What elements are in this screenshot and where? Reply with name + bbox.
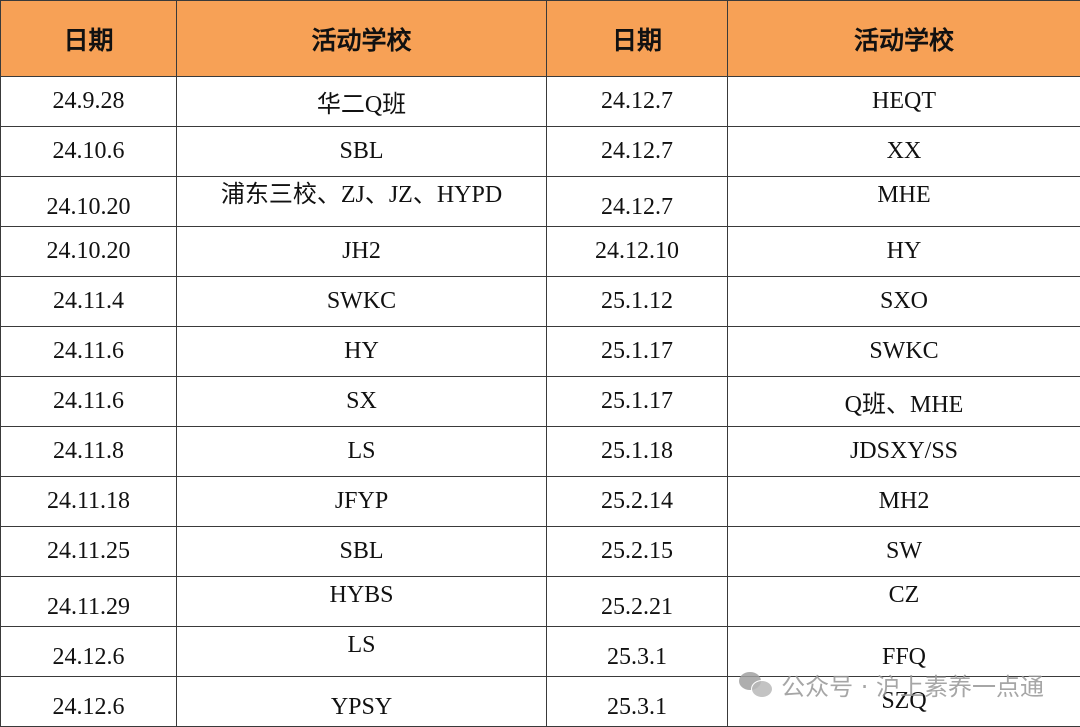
cell-school-right: MH2	[728, 477, 1080, 527]
cell-text: LS	[177, 632, 546, 658]
cell-date-left: 24.9.28	[1, 77, 177, 127]
cell-school-right: HEQT	[728, 77, 1080, 127]
cell-text: SZQ	[728, 688, 1080, 714]
cell-text: HYBS	[177, 582, 546, 608]
cell-school-right: Q班、MHE	[728, 377, 1080, 427]
cell-date-left: 24.12.6	[1, 627, 177, 677]
table-row: 24.9.28 华二Q班 24.12.7 HEQT	[1, 77, 1080, 127]
table-row: 24.11.6 HY 25.1.17 SWKC	[1, 327, 1080, 377]
cell-text: 24.12.6	[1, 644, 176, 670]
cell-date-left: 24.10.20	[1, 177, 177, 227]
cell-text: 浦东三校、ZJ、JZ、HYPD	[177, 182, 546, 208]
cell-school-right: SWKC	[728, 327, 1080, 377]
table-row: 24.12.6 LS 25.3.1 FFQ	[1, 627, 1080, 677]
table-row: 24.11.25 SBL 25.2.15 SW	[1, 527, 1080, 577]
cell-date-left: 24.11.4	[1, 277, 177, 327]
table-row: 24.10.6 SBL 24.12.7 XX	[1, 127, 1080, 177]
cell-school-left: SWKC	[177, 277, 547, 327]
cell-date-left: 24.11.6	[1, 377, 177, 427]
header-school-1: 活动学校	[177, 1, 547, 77]
table-row: 24.11.4 SWKC 25.1.12 SXO	[1, 277, 1080, 327]
cell-school-right: FFQ	[728, 627, 1080, 677]
cell-date-left: 24.11.18	[1, 477, 177, 527]
cell-date-right: 25.3.1	[547, 677, 728, 727]
table-row: 24.10.20 浦东三校、ZJ、JZ、HYPD 24.12.7 MHE	[1, 177, 1080, 227]
cell-text: 25.3.1	[547, 694, 727, 720]
cell-school-left: SX	[177, 377, 547, 427]
cell-school-right: JDSXY/SS	[728, 427, 1080, 477]
cell-school-right: XX	[728, 127, 1080, 177]
cell-school-left: SBL	[177, 127, 547, 177]
cell-date-right: 25.3.1	[547, 627, 728, 677]
cell-school-left: YPSY	[177, 677, 547, 727]
header-row: 日期 活动学校 日期 活动学校	[1, 1, 1080, 77]
cell-text: 24.11.29	[1, 594, 176, 620]
cell-date-right: 24.12.7	[547, 177, 728, 227]
cell-school-left: LS	[177, 627, 547, 677]
cell-school-right: HY	[728, 227, 1080, 277]
cell-school-left: JFYP	[177, 477, 547, 527]
cell-date-right: 24.12.10	[547, 227, 728, 277]
table-row: 24.10.20 JH2 24.12.10 HY	[1, 227, 1080, 277]
cell-school-left: JH2	[177, 227, 547, 277]
table-row: 24.11.29 HYBS 25.2.21 CZ	[1, 577, 1080, 627]
cell-school-left: 浦东三校、ZJ、JZ、HYPD	[177, 177, 547, 227]
cell-school-right: MHE	[728, 177, 1080, 227]
cell-date-right: 24.12.7	[547, 127, 728, 177]
cell-text: 24.12.6	[1, 694, 176, 720]
header-date-1: 日期	[1, 1, 177, 77]
cell-date-right: 25.2.15	[547, 527, 728, 577]
cell-text: 25.3.1	[547, 644, 727, 670]
cell-date-left: 24.11.25	[1, 527, 177, 577]
cell-text: 24.10.20	[1, 194, 176, 220]
cell-date-right: 25.1.17	[547, 377, 728, 427]
table-row: 24.11.8 LS 25.1.18 JDSXY/SS	[1, 427, 1080, 477]
cell-school-left: HYBS	[177, 577, 547, 627]
table-row: 24.11.6 SX 25.1.17 Q班、MHE	[1, 377, 1080, 427]
cell-text: CZ	[728, 582, 1080, 608]
cell-date-right: 25.1.12	[547, 277, 728, 327]
cell-school-right: CZ	[728, 577, 1080, 627]
cell-date-left: 24.11.8	[1, 427, 177, 477]
cell-text: YPSY	[177, 694, 546, 720]
cell-school-right: SZQ	[728, 677, 1080, 727]
cell-date-left: 24.10.6	[1, 127, 177, 177]
cell-school-left: LS	[177, 427, 547, 477]
cell-date-left: 24.11.29	[1, 577, 177, 627]
table-row: 24.12.6 YPSY 25.3.1 SZQ	[1, 677, 1080, 727]
cell-school-right: SW	[728, 527, 1080, 577]
cell-date-left: 24.10.20	[1, 227, 177, 277]
table-row: 24.11.18 JFYP 25.2.14 MH2	[1, 477, 1080, 527]
cell-text: 25.2.21	[547, 594, 727, 620]
cell-date-right: 25.2.14	[547, 477, 728, 527]
cell-date-right: 25.1.18	[547, 427, 728, 477]
header-school-2: 活动学校	[728, 1, 1080, 77]
cell-school-left: HY	[177, 327, 547, 377]
cell-text: 24.12.7	[547, 194, 727, 220]
cell-date-right: 25.1.17	[547, 327, 728, 377]
header-date-2: 日期	[547, 1, 728, 77]
cell-school-left: SBL	[177, 527, 547, 577]
cell-school-left: 华二Q班	[177, 77, 547, 127]
cell-text: MHE	[728, 182, 1080, 208]
cell-text: FFQ	[728, 644, 1080, 670]
cell-school-right: SXO	[728, 277, 1080, 327]
cell-date-right: 25.2.21	[547, 577, 728, 627]
cell-date-left: 24.11.6	[1, 327, 177, 377]
cell-date-right: 24.12.7	[547, 77, 728, 127]
cell-date-left: 24.12.6	[1, 677, 177, 727]
